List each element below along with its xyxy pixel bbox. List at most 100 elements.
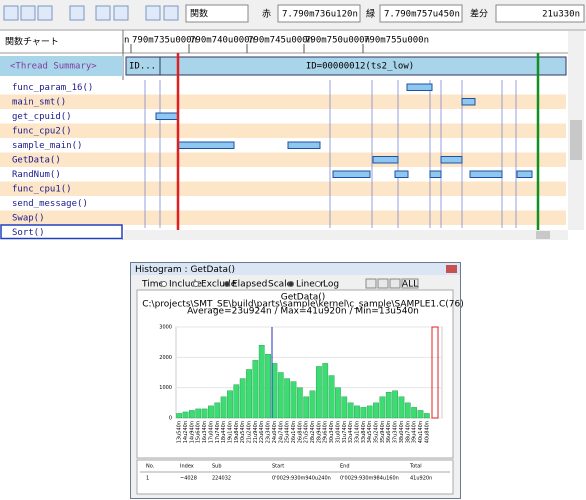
table-cell: 0'0029:930m940u240n [272,476,331,482]
chart-stats: Average=23u924n / Max=41u920n / Min=13u5… [187,307,419,317]
bar [296,387,303,419]
prev[interactable] [95,5,111,21]
bar [176,413,183,419]
elapsed-label[interactable]: Elapsed [232,280,267,290]
row-band [0,181,566,196]
ruler-label: 790m755u000n [364,36,429,46]
all-button[interactable] [401,278,419,289]
bar [354,405,360,419]
tool-button[interactable] [377,278,389,289]
bar [227,390,233,419]
dropdown[interactable] [185,4,249,23]
x-tick-label: 34u540n [367,421,373,443]
call-bar [394,170,409,178]
x-tick-label: 26u840n [297,421,303,443]
v-scroll-thumb[interactable] [570,120,582,160]
bar [258,345,265,419]
red-time: 7.790m736u120n [282,10,358,20]
bar [233,384,240,419]
next[interactable] [113,5,129,21]
table-cell: 224032 [212,476,231,482]
tool-button[interactable] [365,278,377,289]
call-bar [372,156,399,164]
x-tick-label: 21u940n [253,421,259,443]
chart-header: 関数チャート [5,36,59,48]
green-label: 緑 [366,8,375,20]
column-header: End [340,464,350,470]
x-tick-label: 20u540n [240,421,246,443]
x-tick-label: 36u640n [386,421,392,443]
function-name[interactable]: send_message() [12,199,88,209]
function-name[interactable]: sample_main() [12,141,82,151]
thread-summary[interactable]: <Thread Summary> [10,62,97,72]
h-scrollbar[interactable] [124,230,568,240]
function-name[interactable]: func_cpu2() [12,126,72,136]
bar [385,392,392,419]
toolbar-buttons [3,5,179,21]
thread-bar-main: ID=00000012(ts2_low) [306,62,414,72]
exclude-radio[interactable] [193,281,199,287]
function-name[interactable]: Sort() [12,228,45,238]
bar [417,410,424,419]
row-band [0,196,566,211]
x-tick-label: 35u940n [380,421,386,443]
chart-area [136,289,454,459]
linear-radio[interactable] [288,281,294,287]
call-bar [287,141,321,149]
function-name[interactable]: Swap() [12,213,45,223]
bar [360,407,367,419]
x-tick-label: 18u440n [221,421,227,443]
x-tick-label: 38u740n [405,421,411,443]
bar [214,402,221,419]
row-band [0,152,566,167]
bar [284,378,291,419]
thread-bar-area [125,56,567,76]
x-tick-label: 27u540n [304,421,310,443]
exclude-label[interactable]: Exclude [201,280,237,290]
function-name[interactable]: GetData() [12,155,61,165]
y-tick-label: 3000 [159,325,172,331]
x-tick-label: 33u140n [354,421,360,443]
include-radio[interactable] [161,281,167,287]
selected-row [0,224,123,240]
elapsed-radio[interactable] [224,281,230,287]
call-bar [429,170,442,178]
function-name[interactable]: func_cpu1() [12,184,72,194]
h-scroll-thumb[interactable] [536,231,550,239]
tool-button[interactable] [389,278,401,289]
include-label[interactable]: Include [169,280,202,290]
chart-path: C:\projects\SMT_SE\build\parts\sample\ke… [142,300,464,310]
zoom-in[interactable] [3,5,19,21]
x-tick-label: 29u640n [323,421,329,443]
time-label: Time [141,280,164,290]
y-tick-label: 1000 [159,385,172,391]
linear-label[interactable]: Linear [296,280,324,290]
zoom-out[interactable] [20,5,36,21]
ruler-label: 790m750u000n [305,36,370,46]
bar [366,405,373,419]
log-label[interactable]: Log [323,280,339,290]
jump-up[interactable] [145,5,161,21]
x-tick-label: 14u940n [189,421,195,443]
call-bar [440,156,463,164]
dropdown-text: 関数 [190,8,208,20]
chart-title: GetData() [281,293,326,303]
close-button[interactable] [446,265,457,273]
row-band [0,123,566,138]
view[interactable] [69,5,85,21]
function-name[interactable]: RandNum() [12,170,61,180]
bar [335,387,341,419]
jump-down[interactable] [163,5,179,21]
function-name[interactable]: func_param_16() [12,83,93,93]
x-tick-label: 17u040n [208,421,214,443]
x-tick-label: 24u040n [272,421,278,443]
x-tick-label: 13u540n [177,421,183,443]
function-name[interactable]: get_cpuid() [12,112,72,122]
thread-summary-cell [0,56,123,76]
x-tick-label: 21u240n [247,421,253,443]
all-label[interactable]: ALL [402,280,418,290]
zoom-fit[interactable] [37,5,53,21]
bar [182,411,189,419]
log-radio[interactable] [315,281,321,287]
function-name[interactable]: main_smt() [12,97,66,107]
